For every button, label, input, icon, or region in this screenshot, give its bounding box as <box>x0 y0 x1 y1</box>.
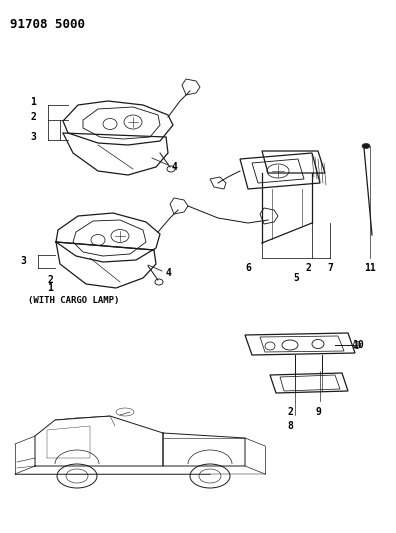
Text: 2: 2 <box>47 275 53 285</box>
Text: 4: 4 <box>172 162 178 172</box>
Text: 8: 8 <box>287 421 293 431</box>
Text: 1: 1 <box>47 283 53 293</box>
Text: 1: 1 <box>30 97 36 107</box>
Text: 3: 3 <box>30 132 36 142</box>
Text: 5: 5 <box>293 273 299 283</box>
Text: 2: 2 <box>305 263 311 273</box>
Text: 3: 3 <box>20 256 26 266</box>
Text: 2: 2 <box>30 112 36 122</box>
Text: 6: 6 <box>245 263 251 273</box>
Text: 9: 9 <box>315 407 321 417</box>
Text: 10: 10 <box>352 340 364 350</box>
Text: 4: 4 <box>166 268 172 278</box>
Text: 11: 11 <box>364 263 376 273</box>
Text: (WITH CARGO LAMP): (WITH CARGO LAMP) <box>28 296 119 305</box>
Text: 91708 5000: 91708 5000 <box>10 18 85 31</box>
Ellipse shape <box>362 143 370 149</box>
Text: 7: 7 <box>327 263 333 273</box>
Text: 2: 2 <box>287 407 293 417</box>
